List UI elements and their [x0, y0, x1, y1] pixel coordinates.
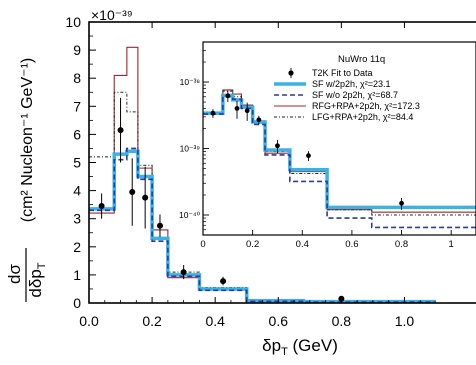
inset-plot-frame [202, 41, 476, 236]
x-axis-label-unit: (GeV) [288, 336, 338, 355]
main-y-tick-label: 4 [73, 183, 81, 199]
main-y-tick-label: 3 [73, 211, 81, 227]
inset-y-tick-label: 10⁻³⁸ [180, 77, 201, 87]
legend-entry-label: RFG+RPA+2p2h, χ²=172.3 [312, 101, 420, 111]
main-data-point [220, 278, 227, 285]
legend-entry-label: SF w/o 2p2h, χ²=68.7 [312, 90, 398, 100]
inset-x-tick-label: 0.2 [246, 239, 259, 250]
inset-y-axis: 10⁻⁴⁰ 10⁻³⁹ 10⁻³⁸ [179, 41, 209, 236]
legend-entry-label: LFG+RPA+2p2h, χ²=84.4 [312, 112, 413, 122]
main-data-point [142, 194, 149, 201]
inset-data-point [399, 200, 404, 206]
main-data-point [180, 269, 187, 276]
main-x-tick-label: 0.8 [332, 313, 352, 329]
main-y-tick-label: 1 [73, 267, 81, 283]
inset-data-point [306, 153, 311, 159]
y-axis-fraction-numerator: dσ [5, 264, 24, 284]
legend-swatch-point [288, 70, 294, 76]
legend-entry-label: T2K Fit to Data [312, 68, 373, 78]
main-y-tick-label: 9 [73, 42, 81, 58]
inset-y-tick-label: 10⁻⁴⁰ [179, 210, 201, 220]
main-data-point [156, 222, 163, 229]
inset-x-tick-label: 0.4 [296, 239, 309, 250]
inset-series-lfg-rpa-2p2h [203, 90, 476, 216]
main-data-point [98, 203, 105, 210]
inset-data-point [244, 108, 250, 114]
inset-data-point [234, 106, 240, 111]
main-y-tick-label: 5 [73, 155, 81, 171]
main-y-tick-label: 8 [73, 70, 81, 86]
main-x-tick-label: 1.0 [395, 313, 415, 329]
inset-x-tick-label: 0.8 [395, 239, 408, 250]
main-y-tick-label: 7 [73, 98, 81, 114]
y-axis-fraction-denominator-main: dδp [26, 269, 45, 297]
main-y-tick-label: 2 [73, 239, 81, 255]
main-plot-area [89, 46, 436, 304]
inset-panel: 0 0.2 0.4 0.6 0.8 1 10⁻⁴⁰ 10⁻³⁹ 10⁻³⁸ NuWro 11q… [179, 41, 476, 250]
legend-entry-label: SF w/2p2h, χ²=23.1 [312, 79, 391, 89]
y-axis-fraction-denominator-sub: T [36, 262, 48, 269]
y-axis-fraction-denominator: dδpT [26, 262, 48, 297]
main-y-tick-label: 10 [65, 14, 81, 30]
main-x-axis: 0.0 0.2 0.4 0.6 0.8 1.0 [79, 22, 421, 329]
main-y-axis: 0 1 2 3 4 5 6 7 8 9 10 [65, 14, 96, 311]
inset-background [203, 42, 476, 235]
main-x-tick-label: 0.2 [142, 313, 162, 329]
main-data-point [117, 127, 124, 134]
inset-x-tick-label: 1 [449, 239, 454, 250]
inset-title: NuWro 11q [338, 54, 385, 65]
y-axis-label: dσ dδpT (cm² Nucleon⁻¹ GeV⁻¹) [5, 58, 48, 302]
inset-x-axis: 0 0.2 0.4 0.6 0.8 1 [200, 230, 454, 250]
inset-data-point [275, 143, 280, 149]
inset-plot-area [203, 89, 476, 229]
y-multiplier-label: ×10⁻³⁹ [91, 7, 133, 23]
main-x-tick-label: 0.4 [205, 313, 225, 329]
inset-x-tick-label: 0 [200, 239, 205, 250]
main-x-tick-label: 0.0 [79, 313, 99, 329]
inset-y-tick-label: 10⁻³⁹ [180, 144, 201, 154]
x-axis-label-main: δp [262, 336, 281, 355]
inset-data-point [256, 117, 262, 123]
main-data-point [129, 189, 136, 196]
main-series-sf-w-o-2p2h [89, 147, 436, 303]
main-y-tick-label: 6 [73, 126, 81, 142]
main-x-tick-label: 0.6 [269, 313, 289, 329]
main-y-tick-label: 0 [73, 295, 81, 311]
inset-data-point [210, 110, 216, 116]
inset-x-tick-label: 0.6 [345, 239, 358, 250]
y-axis-unit: (cm² Nucleon⁻¹ GeV⁻¹) [19, 58, 36, 222]
inset-data-point [225, 93, 231, 99]
x-axis-label: δpT (GeV) [262, 336, 338, 358]
main-series-sf-w-2p2h [89, 149, 436, 304]
x-axis-label-sub: T [281, 346, 288, 358]
